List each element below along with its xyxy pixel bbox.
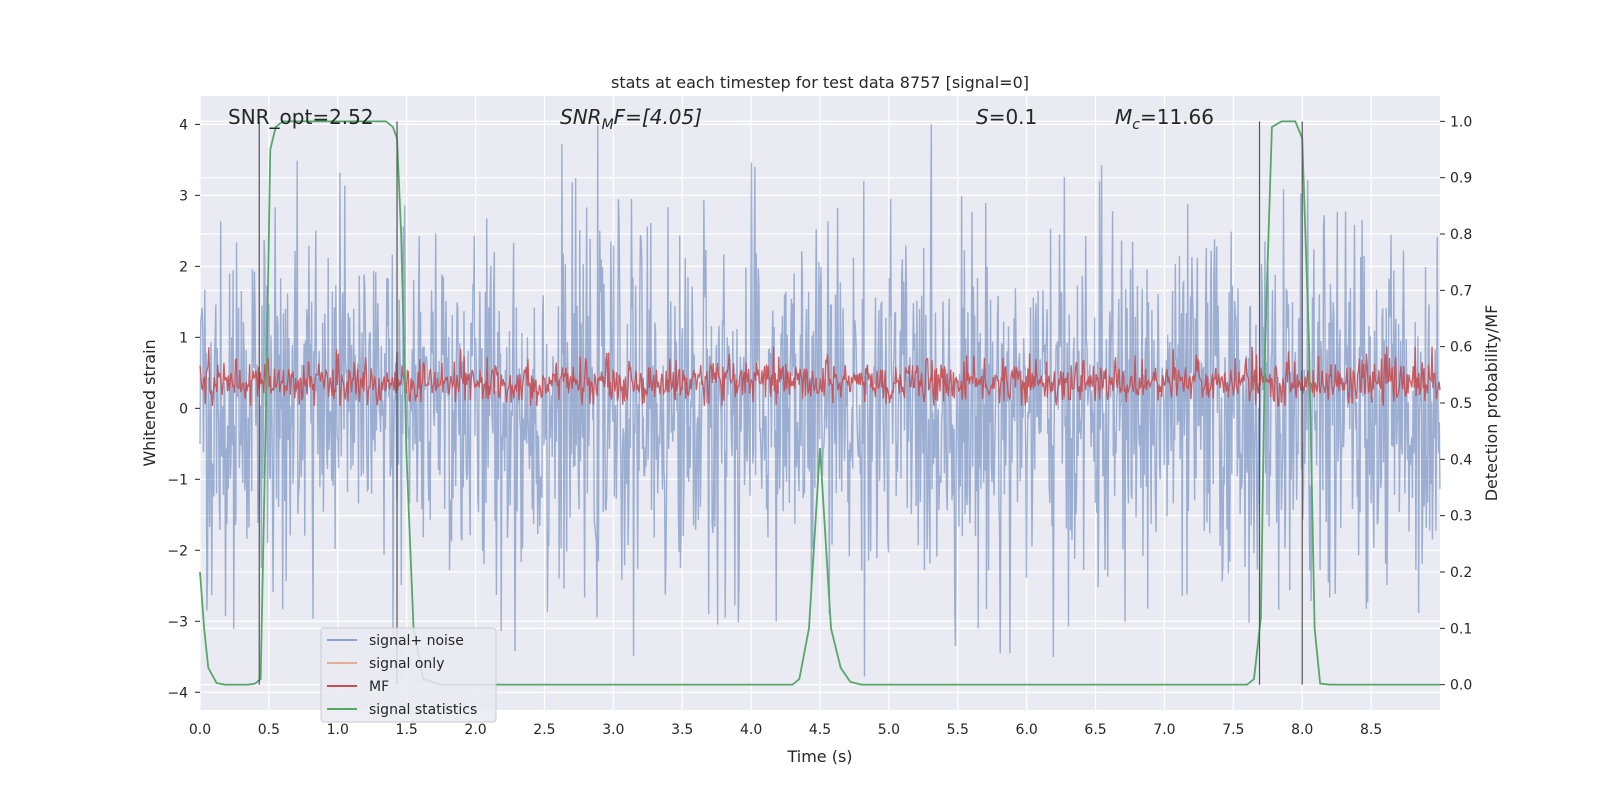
legend-label-signal-statistics: signal statistics	[369, 702, 477, 718]
signal-noise-line	[199, 124, 1441, 677]
y-tick-label: −3	[167, 614, 188, 630]
mc-annotation: Mc=11.66	[1115, 105, 1214, 133]
y2-axis-label: Detection probability/MF	[1482, 305, 1501, 502]
x-tick-label: 0.0	[189, 722, 211, 738]
vertical-markers	[258, 121, 1303, 685]
mc-main: M	[1115, 105, 1132, 129]
x-axis-ticks: 0.0 0.5 1.0 1.5 2.0 2.5 3.0 3.5 4.0 4.5 5.0 5.5 6.0 6…	[189, 722, 1382, 738]
signal-statistics-series	[199, 120, 1440, 686]
x-tick-label: 7.0	[1153, 722, 1175, 738]
y2-tick-label: 0.0	[1450, 678, 1472, 694]
y2-tick-label: 0.9	[1450, 171, 1472, 187]
x-tick-label: 6.5	[1084, 722, 1106, 738]
y2-tick-label: 0.7	[1450, 283, 1472, 299]
y-tick-label: −4	[167, 685, 188, 701]
y2-tick-label: 0.4	[1450, 452, 1472, 468]
snr-mf-sub: M	[602, 117, 614, 133]
x-tick-label: 8.0	[1291, 722, 1313, 738]
snr-mf-rest: F=[4.05]	[614, 105, 702, 129]
mc-sub: c	[1132, 117, 1140, 133]
s-annotation: S=0.1	[976, 105, 1037, 129]
y-tick-label: −1	[167, 472, 188, 488]
x-tick-label: 3.5	[671, 722, 693, 738]
x-tick-label: 0.5	[258, 722, 280, 738]
y-tick-label: 2	[179, 259, 188, 275]
y2-tick-label: 0.2	[1450, 565, 1472, 581]
s-rest: =0.1	[989, 105, 1038, 129]
y-tick-label: 1	[179, 330, 188, 346]
y2-tick-label: 1.0	[1450, 114, 1472, 130]
x-tick-label: 2.5	[533, 722, 555, 738]
signal-statistics-line	[199, 120, 1440, 686]
y-axis-ticks: −4 −3 −2 −1 0 1 2 3 4	[167, 117, 200, 701]
snr-opt-annotation: SNR_opt=2.52	[228, 105, 374, 129]
chart-title: stats at each timestep for test data 875…	[611, 73, 1029, 92]
y-tick-label: −2	[167, 543, 188, 559]
y2-tick-label: 0.1	[1450, 621, 1472, 637]
snr-mf-annotation: SNRMF=[4.05]	[560, 105, 702, 133]
x-tick-label: 7.5	[1222, 722, 1244, 738]
y2-tick-label: 0.3	[1450, 509, 1472, 525]
x-axis-label: Time (s)	[786, 747, 852, 766]
s-main: S	[976, 105, 989, 129]
x-tick-label: 3.0	[602, 722, 624, 738]
y2-tick-label: 0.8	[1450, 227, 1472, 243]
mc-rest: =11.66	[1140, 105, 1214, 129]
y-tick-label: 3	[179, 188, 188, 204]
x-tick-label: 8.5	[1360, 722, 1382, 738]
x-tick-label: 1.5	[396, 722, 418, 738]
y2-tick-label: 0.5	[1450, 396, 1472, 412]
y-tick-label: 0	[179, 401, 188, 417]
legend-label-mf: MF	[369, 679, 389, 695]
y-axis-label: Whitened strain	[140, 339, 159, 466]
legend-label-signal-only: signal only	[369, 656, 444, 672]
x-tick-label: 5.0	[878, 722, 900, 738]
legend-label-signal-noise: signal+ noise	[369, 633, 464, 649]
mf-series	[199, 346, 1441, 407]
x-tick-label: 4.0	[740, 722, 762, 738]
y-tick-label: 4	[179, 117, 188, 133]
snr-mf-main: SNR	[560, 105, 602, 129]
legend: signal+ noise signal only MF signal stat…	[320, 627, 497, 723]
y2-tick-label: 0.6	[1450, 340, 1472, 356]
y2-axis-ticks: 0.0 0.1 0.2 0.3 0.4 0.5 0.6 0.7 0.8 0.9 1.0	[1440, 114, 1472, 694]
x-tick-label: 5.5	[947, 722, 969, 738]
x-tick-label: 4.5	[809, 722, 831, 738]
x-tick-label: 2.0	[464, 722, 486, 738]
signal-noise-series	[199, 124, 1441, 677]
x-tick-label: 6.0	[1016, 722, 1038, 738]
legend-box	[320, 627, 497, 723]
mf-line	[199, 346, 1441, 407]
x-tick-label: 1.0	[327, 722, 349, 738]
